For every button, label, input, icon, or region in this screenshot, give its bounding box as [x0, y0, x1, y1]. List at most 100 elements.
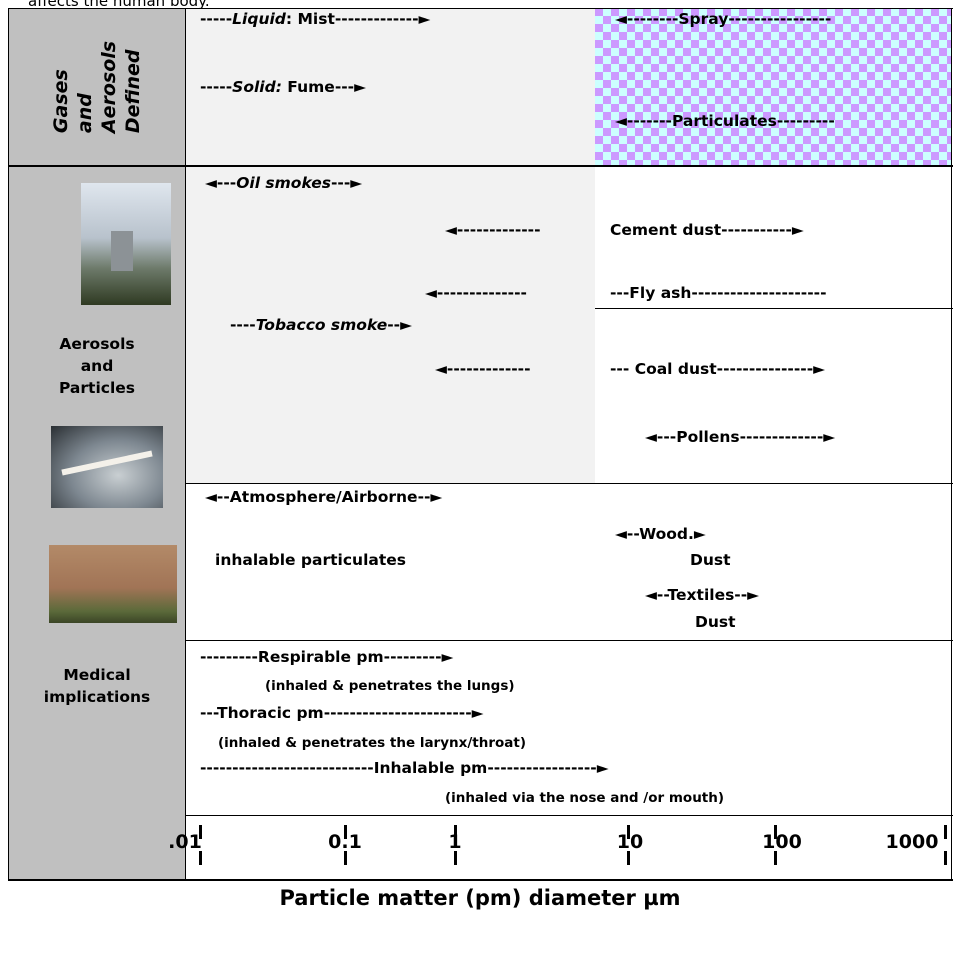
text-part: ---Fly ash---------------------: [610, 284, 827, 302]
tick-mark: [454, 825, 457, 839]
axis-label: 0.1: [328, 831, 362, 853]
cell-text: ◄--------Spray----------------: [615, 10, 831, 28]
tick-mark: [627, 851, 630, 865]
cell-text: (inhaled via the nose and /or mouth): [445, 790, 724, 806]
border: [8, 8, 9, 880]
text-part: Cement dust-----------►: [610, 221, 804, 239]
side-label-line: Aerosols: [59, 335, 135, 353]
side-label: Gases and Aerosols Defined: [49, 41, 145, 133]
header-text: affects the human body.: [28, 0, 210, 10]
cell-text: (inhaled & penetrates the larynx/throat): [218, 735, 526, 751]
text-part: Tobacco smoke: [255, 316, 388, 334]
cell-text: ---Thoracic pm-----------------------►: [200, 704, 484, 722]
cell-text: inhalable particulates: [215, 551, 406, 569]
text-part: ◄---Pollens-------------►: [645, 428, 836, 446]
side-label-line: Aerosols: [98, 40, 120, 134]
text-part: ---Thoracic pm-----------------------►: [200, 704, 484, 722]
text-part: ---------Respirable pm---------►: [200, 648, 454, 666]
cell-text: ◄---Pollens-------------►: [645, 428, 835, 446]
text-part: Solid:: [232, 78, 282, 96]
side-label-line: Gases: [50, 69, 72, 134]
side-label-line: implications: [43, 688, 151, 706]
text-part: ----: [230, 316, 256, 334]
cell-text: ◄--Atmosphere/Airborne--►: [205, 488, 442, 506]
cell-text: ---------Respirable pm---------►: [200, 648, 453, 666]
tick-mark: [454, 851, 457, 865]
cell-text: ◄--------------: [425, 284, 527, 302]
side-label: Aerosols and Particles: [8, 333, 186, 399]
cell-text: ◄-------Particulates---------: [615, 112, 835, 130]
tick-mark: [774, 825, 777, 839]
photo-industry: [81, 183, 171, 305]
text-part: ◄---: [205, 174, 237, 192]
text-part: -----: [200, 10, 233, 28]
text-part: Liquid: [232, 10, 286, 28]
tick-mark: [944, 851, 947, 865]
text-part: -----: [200, 78, 233, 96]
text-part: (inhaled & penetrates the larynx/throat): [218, 735, 526, 751]
tick-mark: [199, 851, 202, 865]
cell-text: Dust: [690, 551, 731, 569]
side-label-line: Medical: [63, 666, 131, 684]
text-part: Dust: [690, 551, 731, 569]
text-part: Dust: [695, 613, 736, 631]
row-line: [186, 815, 953, 816]
tick-mark: [344, 825, 347, 839]
text-part: ◄--------Spray----------------: [615, 10, 832, 28]
photo-dust: [49, 545, 177, 623]
text-part: Oil smokes: [236, 174, 331, 192]
axis-label: .01: [168, 831, 202, 853]
cell-text: ----Tobacco smoke--►: [230, 316, 412, 334]
tick-mark: [944, 825, 947, 839]
cell-text: -----Liquid: Mist-------------►: [200, 10, 430, 28]
row-line: [8, 165, 953, 167]
text-part: ◄-------------: [445, 221, 541, 239]
side-label-line: and: [80, 357, 114, 375]
photo-cigarette: [51, 426, 163, 508]
tick-mark: [627, 825, 630, 839]
axis-label: 100: [762, 831, 802, 853]
text-part: ---►: [330, 174, 363, 192]
cell-text: --- Coal dust---------------►: [610, 360, 825, 378]
tick-mark: [774, 851, 777, 865]
text-part: ◄-------------: [435, 360, 531, 378]
text-part: --►: [387, 316, 413, 334]
cell-text: ◄--Wood.►: [615, 525, 706, 543]
cell-text: (inhaled & penetrates the lungs): [265, 678, 515, 694]
text-part: ◄--------------: [425, 284, 527, 302]
cell-text: ◄-------------: [445, 221, 541, 239]
side-label-line: and: [74, 93, 96, 134]
tick-mark: [344, 851, 347, 865]
text-part: Fume---►: [281, 78, 367, 96]
text-part: ◄--Atmosphere/Airborne--►: [205, 488, 443, 506]
cell-text: ◄-------------: [435, 360, 531, 378]
text-part: (inhaled via the nose and /or mouth): [445, 790, 725, 806]
side-label-line: Particles: [58, 379, 135, 397]
border: [951, 8, 952, 880]
cell-text: Cement dust-----------►: [610, 221, 804, 239]
text-part: ◄-------Particulates---------: [615, 112, 835, 130]
text-part: : Mist-------------►: [285, 10, 431, 28]
axis-label: 1000: [885, 831, 939, 853]
border: [8, 879, 953, 881]
text-part: ---------------------------Inhalable pm-…: [200, 759, 609, 777]
cell-text: ◄--Textiles--►: [645, 586, 759, 604]
border: [185, 8, 186, 880]
middle-band: [186, 8, 595, 483]
row-line: [595, 308, 953, 309]
cell-text: ◄---Oil smokes---►: [205, 174, 362, 192]
side-label-line: Defined: [122, 49, 144, 134]
checker-cell: [595, 8, 952, 165]
axis-title: Particle matter (pm) diameter µm: [279, 886, 681, 910]
text-part: ◄--Textiles--►: [645, 586, 760, 604]
side-label: Medical implications: [8, 664, 186, 708]
text-part: inhalable particulates: [215, 551, 406, 569]
row-line: [186, 483, 953, 484]
cell-text: -----Solid: Fume---►: [200, 78, 366, 96]
cell-text: ---------------------------Inhalable pm-…: [200, 759, 609, 777]
tick-mark: [199, 825, 202, 839]
row-line: [186, 640, 953, 641]
cell-text: Dust: [695, 613, 736, 631]
axis-label: 10: [616, 831, 644, 853]
